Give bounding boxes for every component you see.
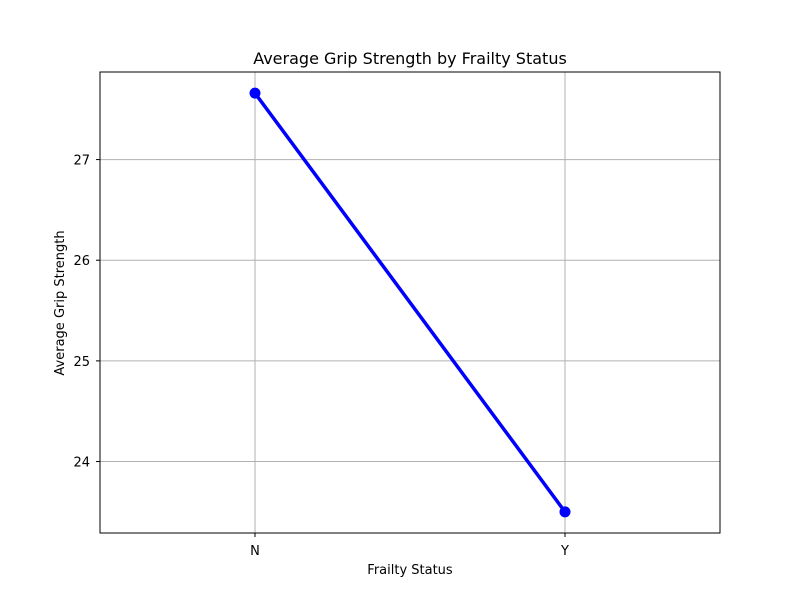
y-tick-label: 24	[73, 456, 90, 471]
series-layer	[249, 87, 571, 518]
x-axis-label: Frailty Status	[367, 563, 453, 578]
x-tick-label: N	[250, 544, 260, 559]
data-point	[559, 506, 571, 518]
grid	[100, 72, 720, 533]
data-point	[249, 87, 261, 99]
series-line	[253, 91, 567, 514]
x-tick-label: Y	[560, 544, 569, 559]
y-axis-label: Average Grip Strength	[53, 230, 68, 375]
y-tick-label: 25	[73, 355, 90, 370]
y-tick-label: 27	[73, 154, 90, 169]
ticks: N Y 24 25 26 27	[73, 154, 569, 559]
plot-frame	[99, 71, 721, 534]
chart-title: Average Grip Strength by Frailty Status	[253, 49, 567, 68]
y-tick-label: 26	[73, 254, 90, 269]
